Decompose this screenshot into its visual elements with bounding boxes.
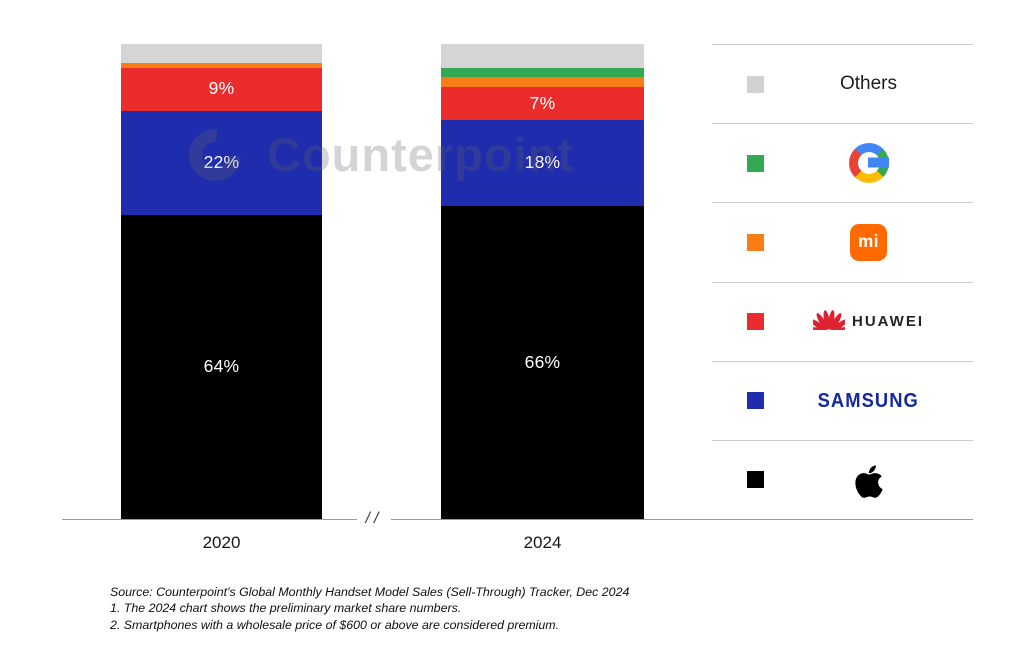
legend-row-xiaomi: mi [712, 202, 973, 281]
others-label: Others [839, 73, 898, 95]
segment-xiaomi-2020 [121, 63, 322, 68]
apple-swatch [747, 471, 764, 489]
legend-row-others: Others [712, 44, 973, 123]
axis-break-symbol: // [365, 509, 383, 527]
legend-row-huawei: HUAWEI [712, 281, 973, 361]
stacked-bar-2024: 7% 18% 66% [441, 44, 644, 519]
x-tick-2020: 2020 [202, 533, 241, 552]
segment-samsung-2020: 22% [121, 110, 322, 215]
samsung-wordmark: SAMSUNG [817, 388, 920, 412]
others-swatch [747, 75, 764, 93]
xiaomi-mi-logo-text: mi [858, 231, 879, 252]
segment-apple-2024: 66% [441, 205, 644, 519]
segment-label-huawei-2024: 7% [529, 92, 556, 113]
axis-break: // [357, 509, 391, 528]
footnotes: Source: Counterpoint's Global Monthly Ha… [110, 584, 629, 633]
huawei-swatch [747, 313, 764, 331]
huawei-logo-cell: HUAWEI [764, 308, 973, 335]
x-tick-2024: 2024 [523, 533, 562, 552]
legend: Others mi [712, 44, 973, 519]
xiaomi-swatch [747, 233, 764, 251]
footnote-2: 2. Smartphones with a wholesale price of… [110, 617, 560, 632]
legend-row-apple [712, 439, 973, 519]
apple-logo-cell [764, 460, 973, 500]
footnote-1: 1. The 2024 chart shows the preliminary … [110, 601, 462, 616]
segment-xiaomi-2024 [441, 77, 644, 87]
xiaomi-logo-cell: mi [764, 223, 973, 261]
google-swatch [747, 154, 764, 172]
google-logo-cell [764, 143, 973, 184]
legend-row-samsung: SAMSUNG [712, 360, 973, 440]
huawei-flower-icon [813, 310, 845, 335]
x-axis-line [62, 519, 973, 520]
segment-label-samsung-2024: 18% [524, 152, 561, 172]
segment-huawei-2020: 9% [121, 67, 322, 111]
segment-others-2024 [441, 44, 644, 68]
segment-label-huawei-2020: 9% [208, 78, 235, 99]
segment-label-apple-2024: 66% [524, 351, 561, 372]
footnote-source: Source: Counterpoint's Global Monthly Ha… [110, 585, 630, 599]
huawei-wordmark: HUAWEI [852, 313, 924, 331]
others-logo-cell: Others [764, 73, 973, 95]
xiaomi-mi-logo-icon: mi [850, 223, 887, 261]
apple-logo-icon [854, 465, 883, 498]
segment-apple-2020: 64% [121, 215, 322, 519]
samsung-swatch [747, 392, 764, 410]
segment-label-apple-2020: 64% [203, 356, 240, 377]
legend-row-google [712, 123, 973, 202]
segment-label-samsung-2020: 22% [203, 152, 240, 172]
segment-google-2024 [441, 67, 644, 78]
segment-samsung-2024: 18% [441, 120, 644, 206]
stacked-bar-2020: 9% 22% 64% [121, 44, 322, 519]
segment-huawei-2024: 7% [441, 86, 644, 120]
samsung-logo-cell: SAMSUNG [764, 388, 973, 412]
google-logo-icon [848, 143, 889, 184]
segment-others-2020 [121, 44, 322, 63]
